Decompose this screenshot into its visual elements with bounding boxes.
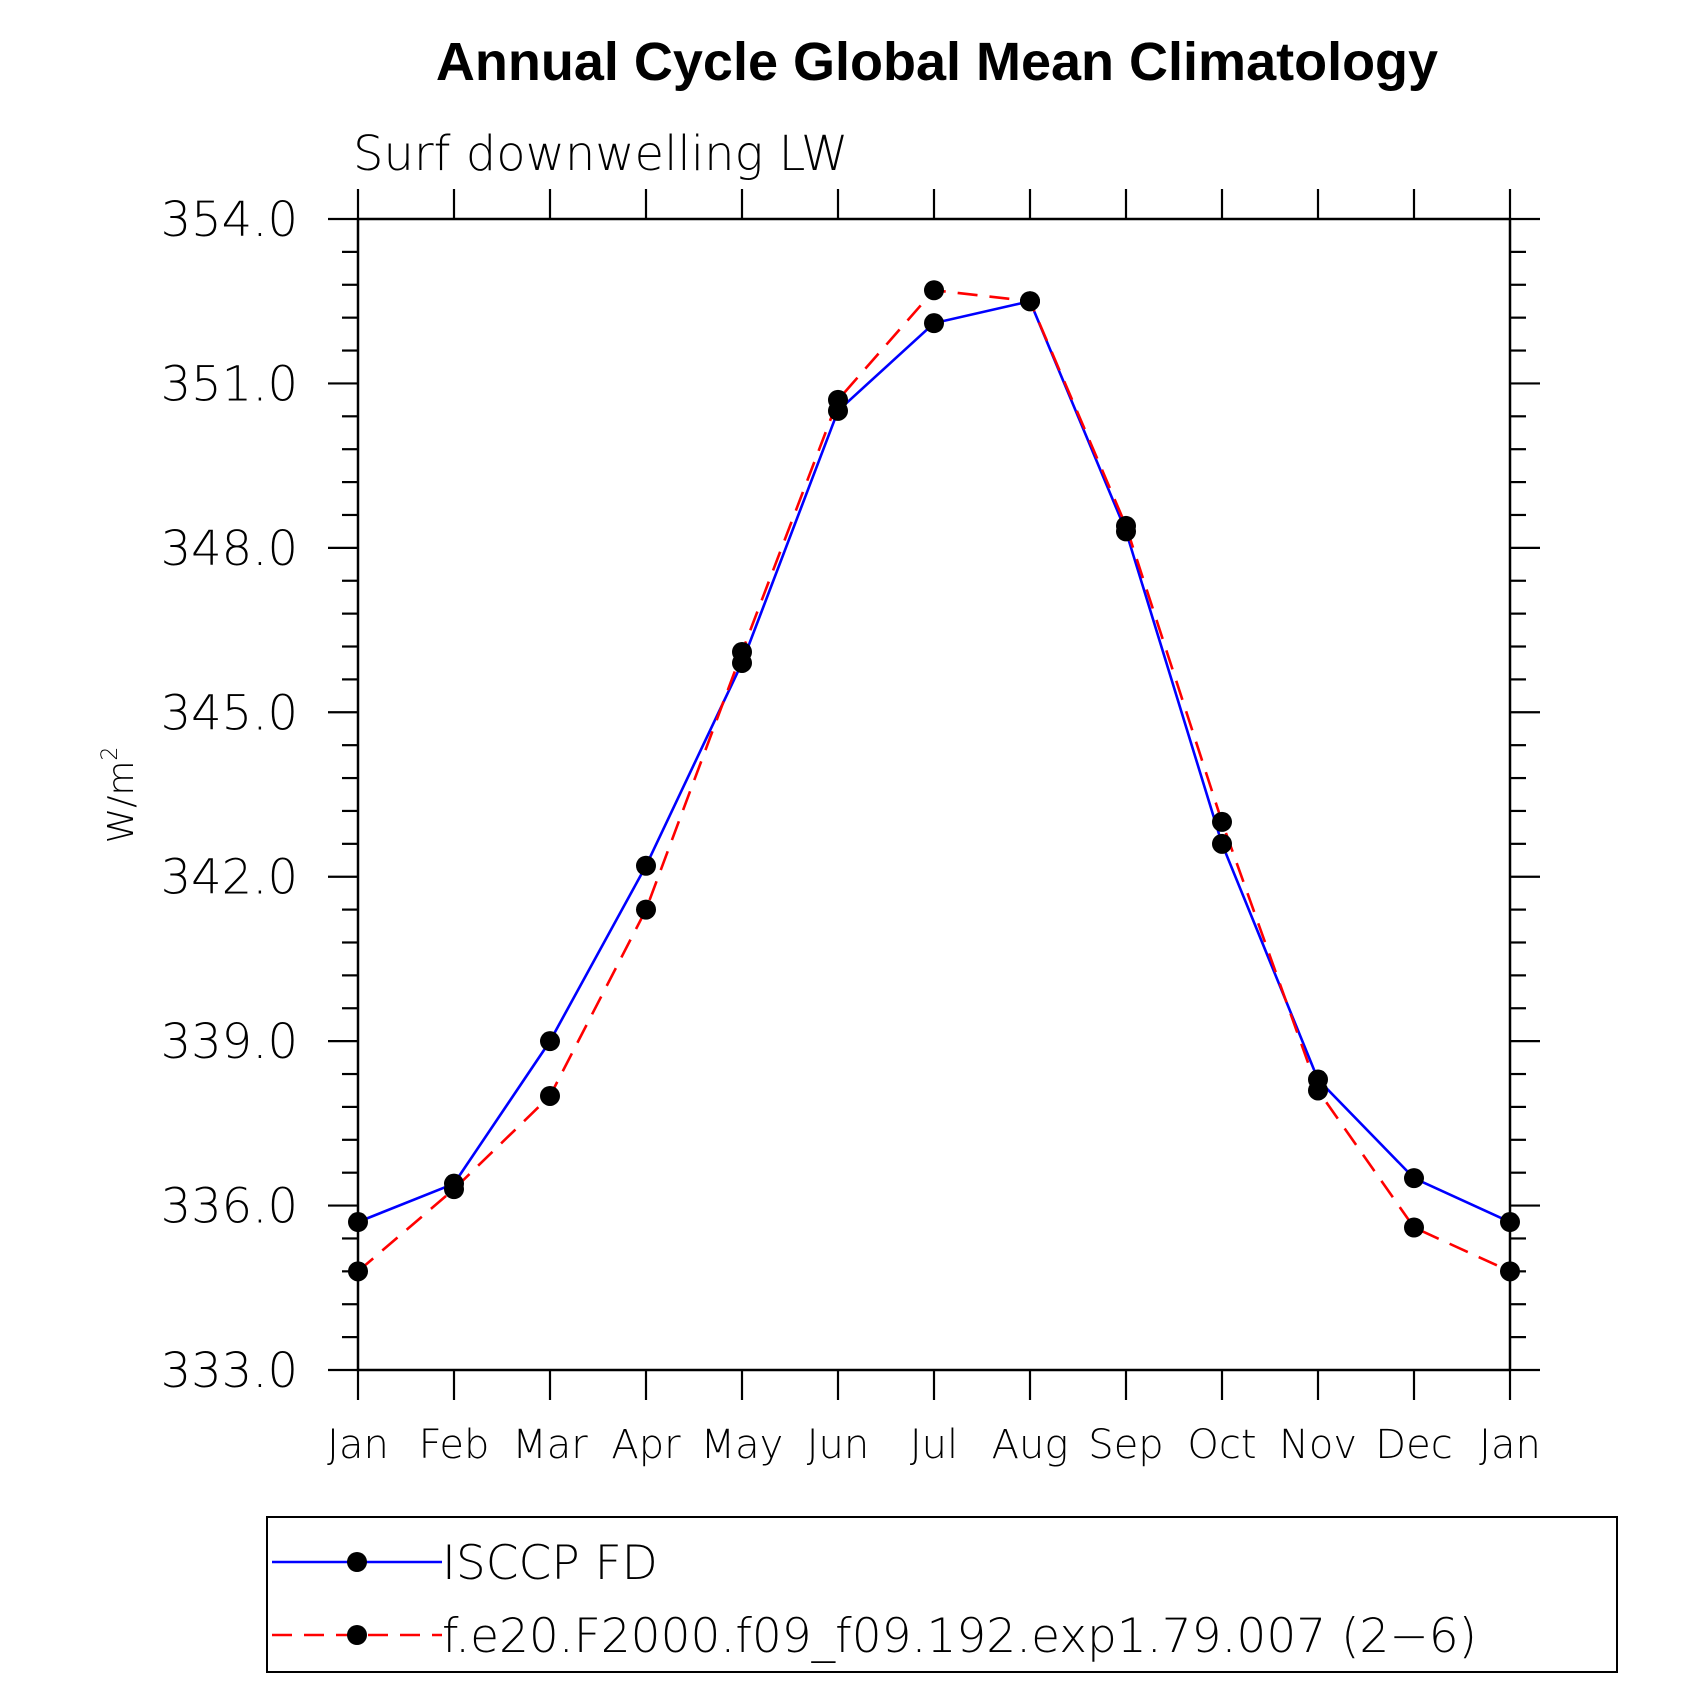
- y-tick-label: 339.0: [161, 1014, 298, 1070]
- y-tick-label: 348.0: [161, 521, 298, 577]
- series-2-point: [1308, 1080, 1328, 1101]
- x-tick-label: May: [701, 1422, 784, 1468]
- x-tick-label: Nov: [1279, 1422, 1357, 1468]
- series-2-point: [732, 641, 752, 662]
- y-tick-label: 336.0: [161, 1179, 298, 1235]
- y-axis-label-text: W/m: [101, 761, 142, 844]
- series-1-point: [924, 313, 944, 334]
- x-tick-label: Apr: [611, 1422, 681, 1468]
- series-2-point: [1116, 515, 1136, 536]
- y-tick-label: 342.0: [161, 850, 298, 906]
- plot-area: 333.0 336.0 339.0 342.0 345.0 348.0 351.0 354.0…: [161, 189, 1541, 1468]
- x-tick-label: Dec: [1375, 1422, 1452, 1468]
- legend-label-2: f.e20.F2000.f09_f09.192.exp1.79.007 (2−6…: [442, 1609, 1477, 1664]
- series-1-point: [1212, 833, 1232, 854]
- x-tick-label: Oct: [1187, 1422, 1256, 1468]
- series-2-point: [636, 899, 656, 920]
- svg-text:W/m2: W/m2: [98, 747, 142, 844]
- y-tick-label: 351.0: [161, 356, 298, 412]
- series-2-point: [540, 1085, 560, 1106]
- series-2-point: [1212, 811, 1232, 832]
- chart-subtitle: Surf downwelling LW: [353, 126, 848, 182]
- legend-box: [266, 1516, 1618, 1673]
- series-1-point: [1500, 1212, 1520, 1233]
- x-tick-label: Aug: [992, 1422, 1069, 1468]
- series-1-point: [540, 1031, 560, 1052]
- series-2-point: [348, 1261, 368, 1282]
- series-1-point: [636, 855, 656, 876]
- y-axis-label-superscript: 2: [98, 747, 123, 761]
- x-tick-label: Jan: [327, 1422, 389, 1468]
- chart-title: Annual Cycle Global Mean Climatology: [436, 32, 1438, 92]
- series-2-point: [444, 1179, 464, 1200]
- series-line-2: [357, 288, 1511, 1273]
- series-line-1: [357, 299, 1511, 1224]
- x-tick-label: Jul: [910, 1422, 958, 1468]
- y-tick-label: 354.0: [161, 192, 298, 248]
- series-1-point: [1404, 1168, 1424, 1189]
- series-2-point: [1404, 1217, 1424, 1238]
- series-2-point: [924, 280, 944, 301]
- x-tick-label: Feb: [419, 1422, 490, 1468]
- legend-marker-1: [347, 1552, 367, 1572]
- series-2-point: [1500, 1261, 1520, 1282]
- plot-frame: [356, 217, 1512, 1372]
- x-tick-label: Jan: [1479, 1422, 1541, 1468]
- series-1-point: [348, 1212, 368, 1233]
- x-tick-label: Jun: [807, 1422, 870, 1468]
- y-axis-label: W/m2: [98, 747, 142, 844]
- y-tick-label: 333.0: [161, 1343, 298, 1399]
- x-tick-label: Sep: [1088, 1422, 1163, 1468]
- legend: ISCCP FD f.e20.F2000.f09_f09.192.exp1.79.…: [266, 1516, 1618, 1673]
- x-tick-label: Mar: [512, 1422, 588, 1468]
- series-2-point: [1020, 291, 1040, 312]
- y-tick-label: 345.0: [161, 685, 298, 741]
- legend-label-1: ISCCP FD: [442, 1536, 658, 1591]
- legend-marker-2: [347, 1625, 367, 1645]
- series-2-point: [828, 389, 848, 410]
